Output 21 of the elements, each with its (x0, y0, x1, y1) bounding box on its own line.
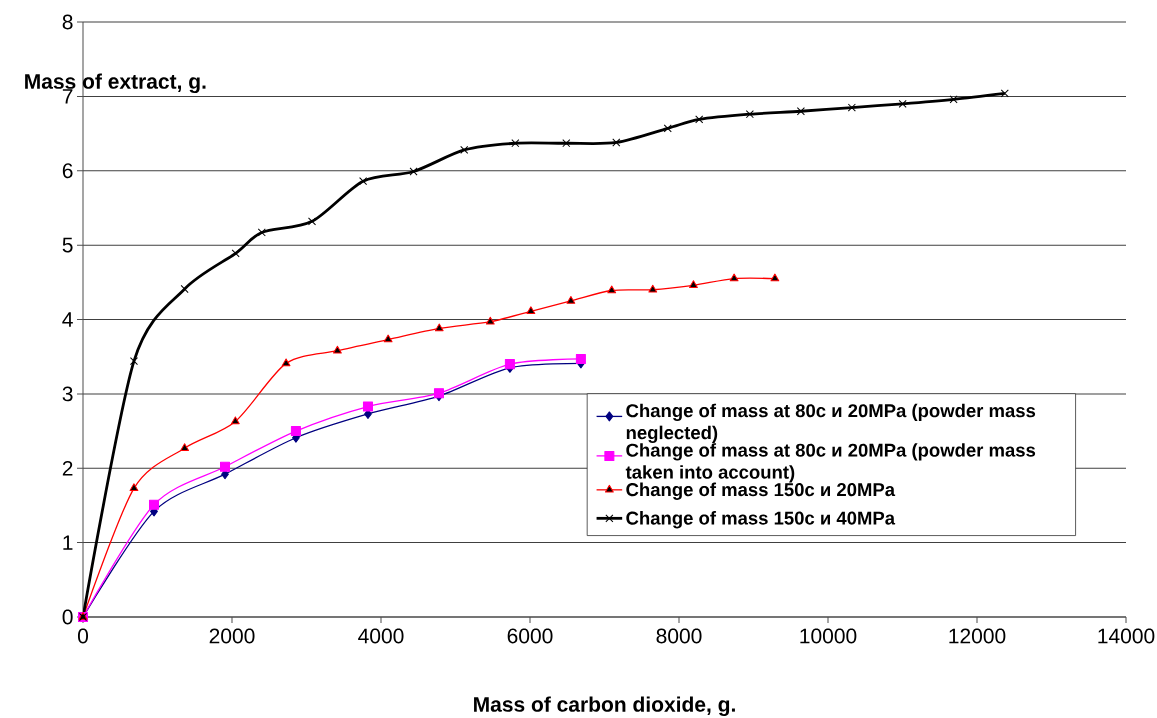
y-tick-label: 4 (62, 312, 73, 327)
x-tick-label: 2000 (209, 628, 255, 644)
x-tick-label: 0 (77, 628, 89, 644)
x-axis-title: Mass of carbon dioxide, g. (474, 696, 735, 717)
x-tick-label: 4000 (358, 628, 404, 644)
y-tick-label: 8 (62, 14, 73, 30)
legend-label: Change of mass 150c и 40MPa (626, 511, 896, 529)
x-tick-label: 8000 (656, 628, 702, 644)
legend-label: Change of mass at 80c и 20MPa (powder mass neglected) (626, 403, 1036, 443)
y-tick-label: 2 (62, 460, 73, 476)
y-tick-label: 5 (62, 237, 73, 253)
legend-label: Change of mass at 80c и 20MPa (powder mass taken into account) (625, 443, 1036, 483)
y-tick-label: 6 (62, 163, 73, 179)
x-tick-label: 6000 (507, 628, 553, 644)
legend-label: Change of mass 150c и 20MPa (626, 482, 896, 500)
x-tick-label: 14000 (1098, 628, 1155, 644)
x-tick-label: 10000 (800, 628, 857, 644)
y-tick-label: 1 (63, 535, 73, 550)
y-tick-label: 0 (62, 609, 73, 625)
x-tick-label: 12000 (949, 628, 1006, 644)
y-tick-label: 3 (62, 386, 73, 402)
